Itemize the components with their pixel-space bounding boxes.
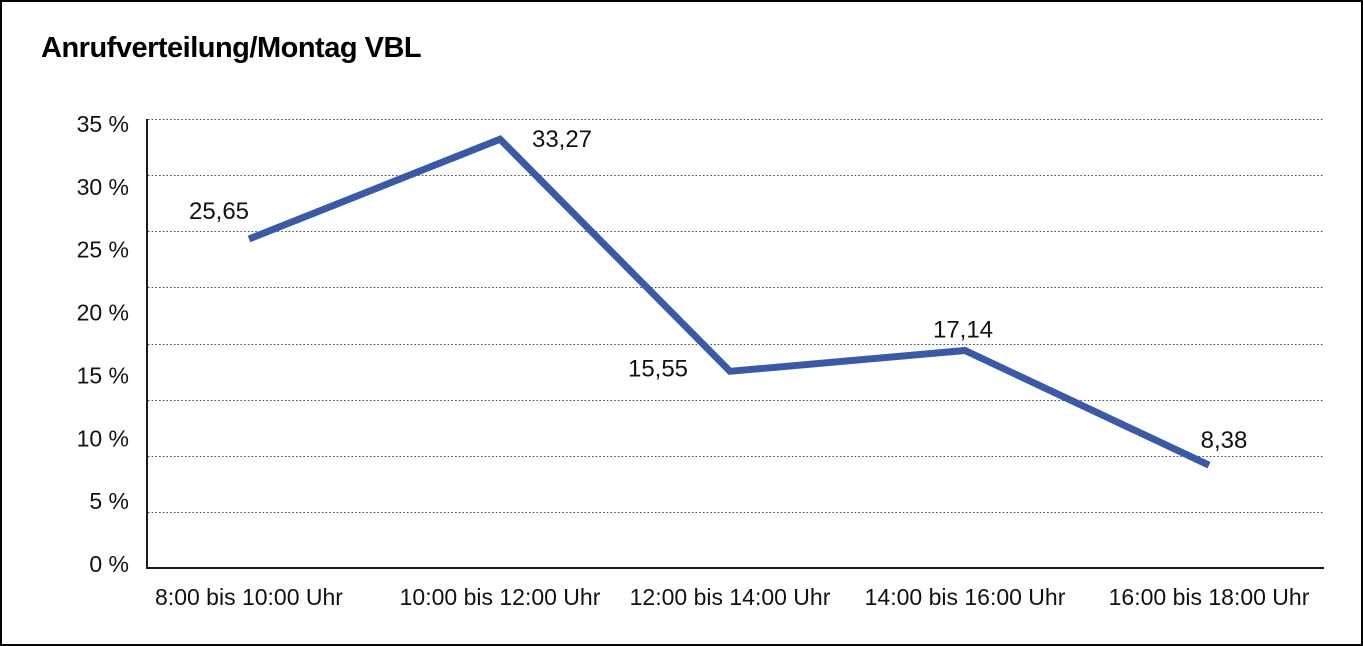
y-tick-label: 15 % xyxy=(77,362,129,388)
y-tick-label: 20 % xyxy=(77,300,129,326)
x-axis-category-labels: 8:00 bis 10:00 Uhr 10:00 bis 12:00 Uhr 12:… xyxy=(155,584,1310,610)
data-point-value-label: 15,55 xyxy=(628,355,688,382)
data-point-value-label: 25,65 xyxy=(189,198,249,225)
y-tick-label: 5 % xyxy=(89,488,129,514)
x-category-label: 8:00 bis 10:00 Uhr xyxy=(155,584,343,610)
x-category-label: 14:00 bis 16:00 Uhr xyxy=(865,584,1066,610)
y-axis-tick-labels: 35 % 30 % 25 % 20 % 15 % 10 % 5 % 0 % xyxy=(77,111,129,577)
data-series-line xyxy=(247,135,1211,469)
data-point-value-label: 33,27 xyxy=(532,126,592,153)
x-category-label: 12:00 bis 14:00 Uhr xyxy=(630,584,831,610)
x-category-label: 10:00 bis 12:00 Uhr xyxy=(400,584,601,610)
y-tick-label: 10 % xyxy=(77,425,129,451)
x-category-label: 16:00 bis 18:00 Uhr xyxy=(1109,584,1310,610)
y-tick-label: 35 % xyxy=(77,111,129,137)
gridlines xyxy=(148,119,1324,513)
data-point-value-label: 17,14 xyxy=(933,316,993,343)
y-tick-label: 0 % xyxy=(89,551,129,577)
data-point-value-labels: 25,65 33,27 15,55 17,14 8,38 xyxy=(189,126,1247,454)
y-tick-label: 30 % xyxy=(77,174,129,200)
chart-title: Anrufverteilung/Montag VBL xyxy=(41,32,422,64)
y-tick-label: 25 % xyxy=(77,237,129,263)
data-point-value-label: 8,38 xyxy=(1201,427,1248,454)
